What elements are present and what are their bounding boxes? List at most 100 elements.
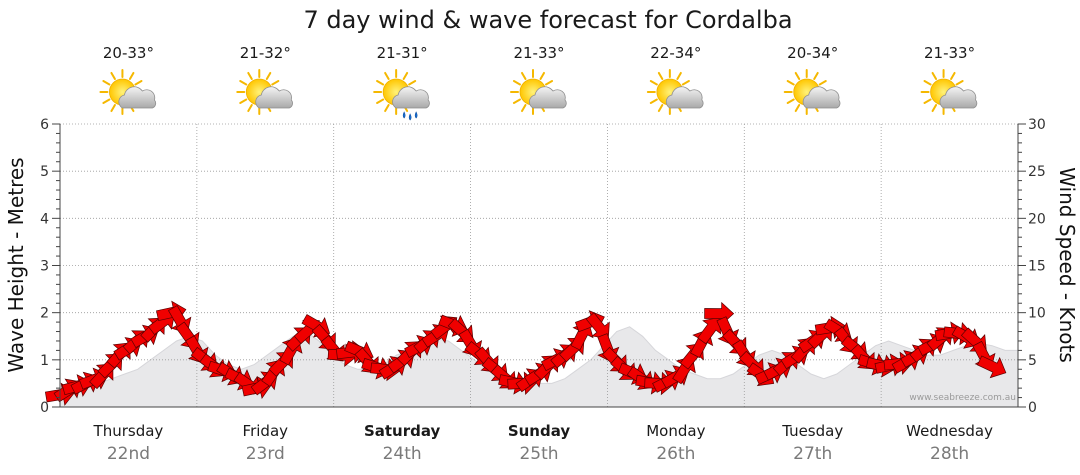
sun-ray	[818, 80, 827, 86]
sun-ray	[676, 71, 682, 81]
sun-ray	[512, 80, 522, 86]
day-date-label: 24th	[383, 444, 422, 464]
day-name-label: Wednesday	[906, 422, 993, 440]
sun-ray	[247, 71, 253, 81]
day-temperature: 21-33°	[924, 44, 975, 62]
cloud-icon	[939, 86, 978, 109]
sun-ray	[931, 71, 938, 81]
sun-ray	[239, 80, 248, 86]
right-tick-label: 10	[1028, 306, 1046, 322]
chart-title: 7 day wind & wave forecast for Cordalba	[303, 6, 792, 34]
sun-ray	[681, 80, 690, 86]
right-tick-label: 0	[1028, 400, 1037, 416]
left-tick-label: 3	[40, 259, 49, 275]
sun-ray	[402, 71, 409, 81]
sun-ray	[657, 71, 664, 81]
grid-layer	[60, 123, 1018, 407]
sun-ray	[794, 103, 801, 113]
day-temperature: 20-34°	[787, 44, 838, 62]
day-date-label: 23rd	[246, 444, 285, 464]
sun-ray	[521, 71, 527, 81]
sun-ray	[110, 103, 116, 113]
right-tick-label: 5	[1028, 353, 1037, 369]
day-date-label: 28th	[930, 444, 969, 464]
day-temperature: 22-34°	[650, 44, 701, 62]
rain-drops-icon	[402, 111, 418, 121]
sun-ray	[955, 80, 964, 86]
rain-drop	[408, 113, 412, 121]
axes-layer: 0 1 2 3 4 5 6 0 5 10 15 20 25 30 Thursday 22nd Friday 23r…	[40, 117, 1046, 464]
cloud-shape	[392, 86, 430, 109]
right-tick-label: 30	[1028, 117, 1046, 133]
right-tick-label: 25	[1028, 164, 1046, 180]
sun-ray	[512, 98, 522, 104]
sun-ray	[384, 103, 390, 113]
left-tick-label: 5	[40, 164, 49, 180]
cloud-icon	[255, 86, 293, 109]
day-temperature: 21-31°	[377, 44, 428, 62]
day-date-label: 25th	[519, 444, 558, 464]
day-temperature: 20-33°	[103, 44, 154, 62]
sun-cloud-icon	[236, 69, 293, 115]
wind-arrow-layer	[44, 300, 1007, 406]
sun-ray	[376, 98, 385, 104]
sun-ray	[128, 71, 135, 81]
cloud-shape	[529, 86, 567, 109]
sun-ray	[544, 80, 554, 86]
day-name-label: Monday	[646, 422, 705, 440]
day-header-row: 20-33° 21-32° 21-31° 21-33° 22-34° 20-34° 21-3…	[99, 44, 978, 121]
cloud-shape	[665, 86, 704, 109]
left-tick-label: 0	[40, 400, 49, 416]
sun-ray	[923, 80, 932, 86]
sun-ray	[247, 103, 253, 113]
sun-ray	[102, 98, 111, 104]
sun-ray	[786, 80, 795, 86]
sun-ray	[794, 71, 801, 81]
sun-ray	[931, 103, 938, 113]
rain-drop	[414, 111, 418, 119]
sun-cloud-rain-icon	[373, 69, 430, 121]
sun-ray	[408, 80, 417, 86]
sun-ray	[265, 71, 272, 81]
cloud-shape	[255, 86, 293, 109]
day-name-label: Thursday	[93, 422, 164, 440]
day-temperature: 21-32°	[240, 44, 291, 62]
day-name-label: Sunday	[508, 422, 571, 440]
sun-ray	[521, 103, 527, 113]
sun-cloud-icon	[99, 69, 157, 115]
sun-cloud-icon	[783, 69, 841, 115]
day-temperature: 21-33°	[513, 44, 564, 62]
cloud-icon	[802, 86, 841, 109]
wind-arrow	[977, 355, 1007, 379]
cloud-shape	[802, 86, 841, 109]
sun-ray	[950, 71, 956, 81]
cloud-shape	[118, 86, 157, 109]
sun-ray	[384, 71, 390, 81]
left-axis-title: Wave Height - Metres	[4, 157, 28, 372]
right-tick-label: 20	[1028, 211, 1046, 227]
left-tick-label: 1	[40, 353, 49, 369]
sun-ray	[657, 103, 664, 113]
sun-ray	[376, 80, 385, 86]
cloud-icon	[665, 86, 704, 109]
day-name-label: Friday	[243, 422, 289, 440]
sun-cloud-icon	[646, 69, 704, 115]
day-name-label: Tuesday	[781, 422, 843, 440]
cloud-icon	[118, 86, 157, 109]
sun-ray	[110, 71, 116, 81]
cloud-icon	[529, 86, 567, 109]
day-date-label: 27th	[793, 444, 832, 464]
rain-drop	[402, 111, 406, 119]
left-tick-label: 6	[40, 117, 49, 133]
day-date-label: 22nd	[107, 444, 150, 464]
right-axis-title: Wind Speed - Knots	[1055, 167, 1079, 363]
sun-ray	[649, 98, 658, 104]
wind-arrow	[570, 321, 594, 351]
day-date-label: 26th	[656, 444, 695, 464]
left-tick-label: 2	[40, 306, 49, 322]
sun-ray	[239, 98, 248, 104]
sun-ray	[539, 71, 545, 81]
right-tick-label: 15	[1028, 259, 1046, 275]
sun-ray	[102, 80, 111, 86]
